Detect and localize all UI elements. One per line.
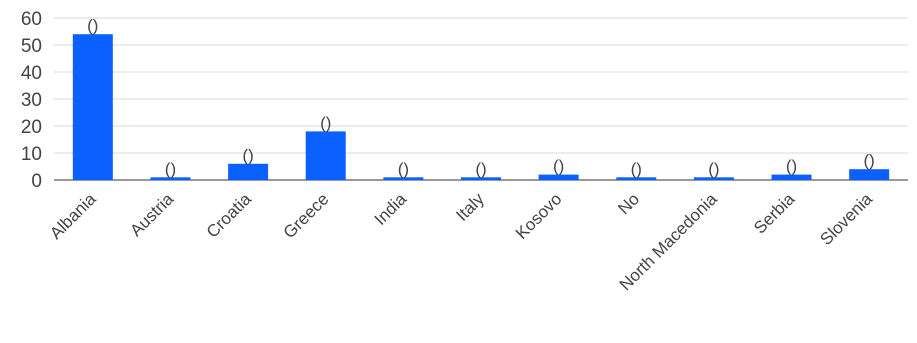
data-label: () — [631, 159, 642, 178]
bar-north-macedonia — [693, 177, 734, 180]
y-tick-label: 0 — [31, 171, 42, 192]
x-tick-label: Austria — [126, 189, 177, 240]
bar-slovenia — [849, 169, 890, 180]
data-label: () — [475, 159, 486, 178]
y-tick-label: 10 — [21, 144, 42, 165]
y-tick-label: 50 — [21, 36, 42, 57]
bar-italy — [461, 177, 501, 180]
bar-kosovo — [538, 174, 579, 180]
y-axis-ticks: 0 10 20 30 40 50 60 — [21, 9, 42, 192]
x-tick-label: Kosovo — [512, 189, 566, 243]
data-label: () — [708, 159, 719, 178]
y-tick-label: 40 — [21, 63, 42, 84]
bar-greece — [305, 131, 346, 180]
data-label: () — [165, 159, 176, 178]
data-label: () — [864, 151, 875, 170]
bar-no — [616, 177, 657, 180]
x-tick-label: Greece — [280, 189, 333, 242]
bar-india — [383, 177, 424, 180]
bar-serbia — [771, 174, 812, 180]
x-tick-label: Italy — [452, 189, 488, 225]
data-label: () — [320, 113, 331, 132]
grid-lines — [54, 17, 908, 181]
x-tick-label: No — [614, 189, 643, 218]
data-label: () — [553, 157, 564, 176]
bar-albania — [72, 34, 113, 181]
y-tick-label: 30 — [21, 90, 42, 111]
data-label: () — [242, 146, 253, 165]
x-tick-label: Croatia — [203, 189, 256, 242]
x-tick-label: Serbia — [750, 189, 799, 238]
x-tick-label: India — [371, 189, 411, 229]
x-axis-ticks: Albania Austria Croatia Greece India Italy Kos… — [46, 189, 876, 294]
data-label: () — [87, 16, 98, 35]
bar-austria — [150, 177, 191, 180]
bars — [72, 34, 890, 181]
x-tick-label: Slovenia — [816, 189, 876, 249]
data-label: () — [398, 159, 409, 178]
x-tick-label: Albania — [46, 189, 100, 243]
data-label: () — [786, 157, 797, 176]
bar-croatia — [228, 163, 269, 180]
y-tick-label: 20 — [21, 117, 42, 138]
data-labels: () () () () () () () () () () () — [87, 16, 875, 178]
y-tick-label: 60 — [21, 9, 42, 30]
